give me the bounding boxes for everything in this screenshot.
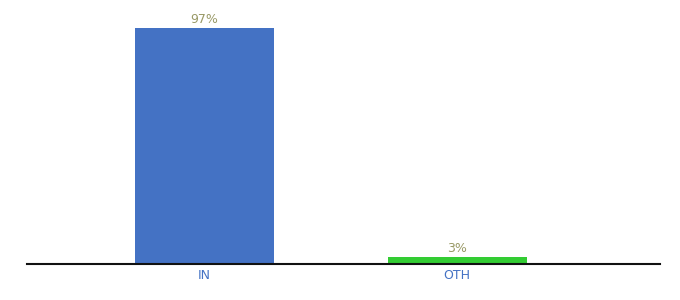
Text: 97%: 97% (190, 14, 218, 26)
Text: 3%: 3% (447, 242, 467, 255)
Bar (135, 28, 274, 264)
Bar (388, 257, 527, 264)
